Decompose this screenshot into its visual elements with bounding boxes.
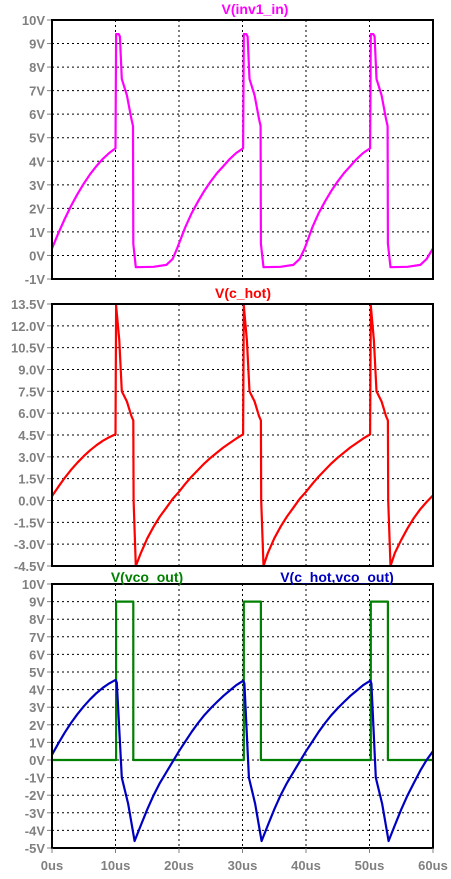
- y-tick-label: 8V: [29, 612, 45, 627]
- y-tick-label: 0V: [29, 248, 45, 263]
- y-tick-label: 0V: [29, 753, 45, 768]
- y-tick-label: 12.0V: [11, 319, 45, 334]
- chart-pane-3: 10V 9V 8V 7V 6V 5V 4V 3V 2V 1V 0V -1V -2V -3V -4V -5V V(…: [22, 569, 448, 873]
- y-tick-label: -1V: [25, 272, 46, 287]
- series-title: V(c_hot): [215, 285, 271, 301]
- y-tick-label: 10.5V: [11, 341, 45, 356]
- y-tick-label: 6V: [29, 647, 45, 662]
- y-tick-label: 0.0V: [18, 494, 45, 509]
- y-tick-label: 5V: [29, 131, 45, 146]
- y-tick-label: 13.5V: [11, 297, 45, 312]
- y-tick-label: 3V: [29, 178, 45, 193]
- x-tick-label: 60us: [418, 858, 448, 873]
- y-tick-label: 1V: [29, 225, 45, 240]
- series-line-1: [50, 33, 434, 269]
- series-line-2: [51, 678, 434, 843]
- y-tick-label: -3.0V: [14, 537, 45, 552]
- y-tick-label: 2V: [29, 201, 45, 216]
- plot-frame: [51, 303, 434, 567]
- y-tick-label: 6.0V: [18, 406, 45, 421]
- x-tick-label: 0us: [41, 858, 63, 873]
- y-tick-label: 7V: [29, 84, 45, 99]
- y-tick-label: -3V: [25, 806, 46, 821]
- x-tick-label: 40us: [291, 858, 321, 873]
- y-tick-label: -1V: [25, 771, 46, 786]
- y-tick-label: 1.5V: [18, 472, 45, 487]
- y-tick-label: 4.5V: [18, 428, 45, 443]
- y-tick-label: 2V: [29, 718, 45, 733]
- x-tick-label: 50us: [355, 858, 385, 873]
- y-tick-label: 9.0V: [18, 363, 45, 378]
- y-tick-label: 10V: [22, 577, 45, 592]
- y-tick-label: 8V: [29, 60, 45, 75]
- y-tick-label: 6V: [29, 107, 45, 122]
- y-tick-label: 1V: [29, 735, 45, 750]
- y-tick-label: 5V: [29, 665, 45, 680]
- x-tick-label: 10us: [101, 858, 131, 873]
- y-tick-label: -4.5V: [14, 559, 45, 574]
- x-tick-label: 20us: [164, 858, 194, 873]
- series-line-1: [52, 600, 433, 762]
- y-tick-label: -1.5V: [14, 515, 45, 530]
- y-tick-label: -5V: [25, 841, 46, 856]
- y-tick-label: 4V: [29, 154, 45, 169]
- x-tick-label: 30us: [228, 858, 258, 873]
- y-tick-label: -4V: [25, 823, 46, 838]
- plot-frame: [51, 19, 434, 280]
- series-title: V(c_hot,vco_out): [280, 569, 394, 585]
- series-title: V(vco_out): [111, 569, 183, 585]
- chart-pane-2: 13.5V 12.0V 10.5V 9.0V 7.5V 6.0V 4.5V 3.0V 1.5V 0…: [11, 285, 434, 574]
- series-title: V(inv1_in): [222, 1, 289, 17]
- y-tick-label: 7V: [29, 630, 45, 645]
- y-tick-label: 3.0V: [18, 450, 45, 465]
- chart-pane-1: 10V 9V 8V 7V 6V 5V 4V 3V 2V 1V 0V -1V V(inv1_in): [22, 1, 434, 287]
- y-tick-label: 10V: [22, 13, 45, 28]
- y-tick-label: -2V: [25, 788, 46, 803]
- y-tick-label: 9V: [29, 595, 45, 610]
- y-tick-label: 7.5V: [18, 384, 45, 399]
- y-tick-label: 9V: [29, 37, 45, 52]
- series-line-1: [51, 304, 434, 568]
- y-tick-label: 3V: [29, 700, 45, 715]
- y-tick-label: 4V: [29, 683, 45, 698]
